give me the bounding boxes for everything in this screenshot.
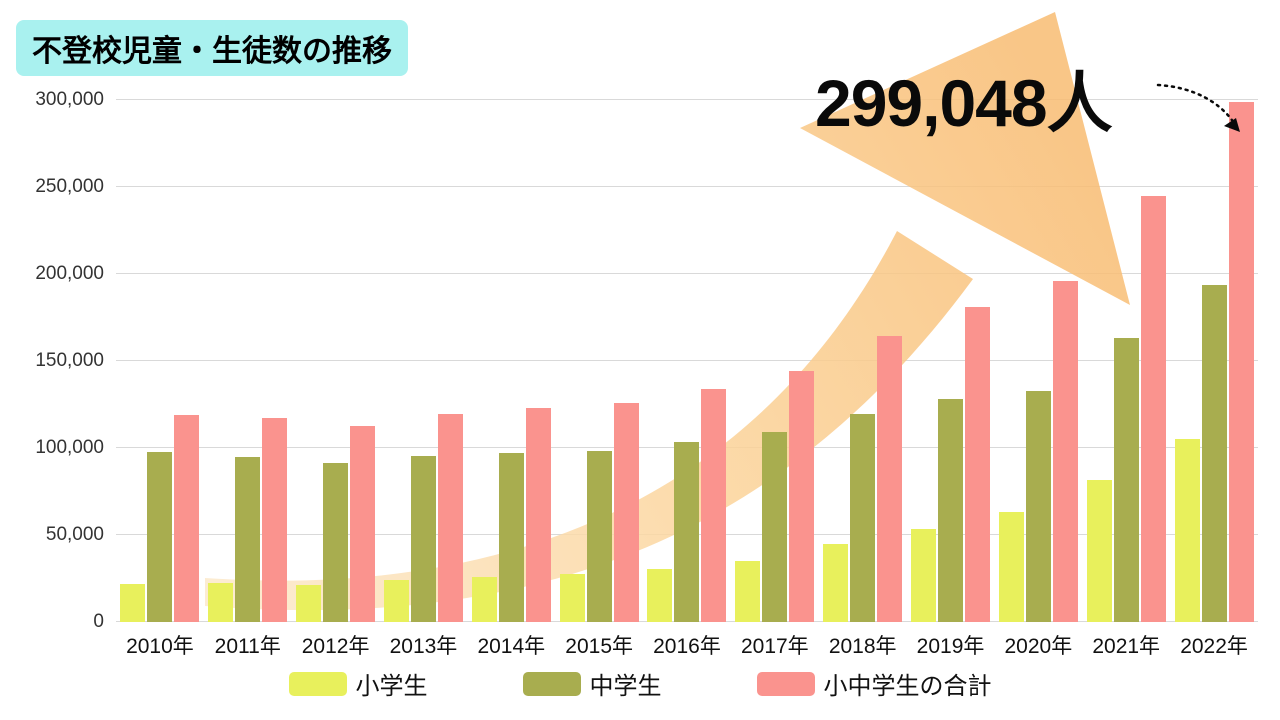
bar-group — [819, 100, 907, 622]
y-tick-label: 50,000 — [45, 524, 104, 545]
bar-小中学生の合計 — [350, 425, 376, 622]
bar-小学生 — [296, 585, 322, 622]
legend-label: 小中学生の合計 — [823, 673, 992, 700]
bar-中学生 — [323, 462, 349, 622]
bar-小学生 — [998, 511, 1024, 622]
bar-小中学生の合計 — [701, 389, 727, 622]
x-axis-labels: 2010年 2011年 2012年 2013年 2014年 2015年 2016年 2017年… — [116, 630, 1258, 660]
y-tick-label: 250,000 — [35, 176, 104, 197]
bar-小中学生の合計 — [525, 408, 551, 622]
x-tick-label: 2013年 — [389, 635, 458, 658]
y-tick-label: 150,000 — [35, 350, 104, 371]
y-tick-label: 0 — [93, 611, 104, 632]
bar-group — [204, 100, 292, 622]
callout-arrow-icon — [1156, 83, 1240, 132]
bar-小学生 — [823, 543, 849, 622]
bar-group — [116, 100, 204, 622]
bar-中学生 — [498, 453, 524, 622]
bar-group — [380, 100, 468, 622]
bar-中学生 — [1025, 390, 1051, 622]
legend-label: 中学生 — [589, 673, 662, 700]
bar-小中学生の合計 — [965, 306, 991, 622]
bar-小中学生の合計 — [174, 414, 200, 622]
y-tick-label: 300,000 — [35, 89, 104, 110]
legend-item: 中学生 — [522, 666, 662, 701]
x-tick-label: 2022年 — [1180, 635, 1248, 658]
bar-小中学生の合計 — [262, 417, 288, 622]
bar-group — [467, 100, 555, 622]
y-tick-label: 100,000 — [35, 437, 104, 458]
bar-中学生 — [235, 457, 261, 622]
bar-group — [555, 100, 643, 622]
bar-小中学生の合計 — [877, 335, 903, 622]
bar-小中学生の合計 — [437, 413, 463, 622]
bar-小学生 — [911, 529, 937, 622]
bar-中学生 — [410, 455, 436, 622]
x-tick-label: 2016年 — [653, 635, 721, 658]
bar-小学生 — [120, 584, 146, 622]
x-tick-label: 2012年 — [301, 635, 370, 658]
bar-小中学生の合計 — [789, 371, 815, 622]
bar-小中学生の合計 — [1228, 101, 1254, 622]
bar-小中学生の合計 — [1052, 280, 1078, 622]
bar-group — [1082, 100, 1170, 622]
x-tick-label: 2018年 — [828, 635, 897, 658]
bar-小学生 — [559, 574, 585, 622]
bar-中学生 — [938, 399, 964, 622]
bar-小中学生の合計 — [1140, 195, 1166, 622]
chart-title: 不登校児童・生徒数の推移 — [16, 20, 408, 76]
x-tick-label: 2015年 — [565, 635, 633, 658]
y-tick-label: 200,000 — [35, 263, 104, 284]
bar-中学生 — [1201, 284, 1227, 622]
legend-swatch — [522, 671, 581, 696]
x-tick-label: 2017年 — [740, 635, 809, 658]
legend-item: 小学生 — [288, 666, 428, 701]
legend: 小学生 中学生 小中学生の合計 — [0, 666, 1280, 701]
x-tick-label: 2021年 — [1092, 635, 1161, 658]
bar-group — [994, 100, 1082, 622]
legend-swatch — [288, 671, 347, 696]
bars-layer — [116, 100, 1258, 622]
bar-group — [907, 100, 995, 622]
legend-swatch — [756, 671, 815, 696]
peak-value-label: 299,048人 — [815, 66, 1113, 140]
x-tick-label: 2010年 — [126, 635, 194, 658]
bar-group — [292, 100, 380, 622]
x-tick-label: 2014年 — [477, 635, 546, 658]
bar-小学生 — [735, 561, 761, 622]
bar-小中学生の合計 — [613, 402, 639, 622]
bar-group — [731, 100, 819, 622]
y-axis-labels: 0 50,000 100,000 150,000 200,000 250,000 300,0… — [0, 89, 104, 632]
bar-小学生 — [647, 569, 673, 622]
bar-中学生 — [674, 442, 700, 622]
legend-label: 小学生 — [355, 673, 428, 700]
x-tick-label: 2020年 — [1004, 635, 1073, 658]
bar-小学生 — [471, 577, 497, 622]
x-tick-label: 2011年 — [214, 635, 281, 658]
bar-小学生 — [208, 582, 234, 622]
x-tick-label: 2019年 — [916, 635, 985, 658]
bar-group — [1170, 100, 1258, 622]
legend-item: 小中学生の合計 — [756, 666, 992, 701]
bar-中学生 — [586, 450, 612, 622]
bar-中学生 — [762, 432, 788, 622]
bar-中学生 — [850, 413, 876, 622]
bar-中学生 — [147, 452, 173, 622]
bar-group — [643, 100, 731, 622]
bar-小学生 — [383, 579, 409, 622]
bar-小学生 — [1086, 480, 1112, 622]
bar-小学生 — [1174, 439, 1200, 622]
bar-中学生 — [1113, 337, 1139, 622]
